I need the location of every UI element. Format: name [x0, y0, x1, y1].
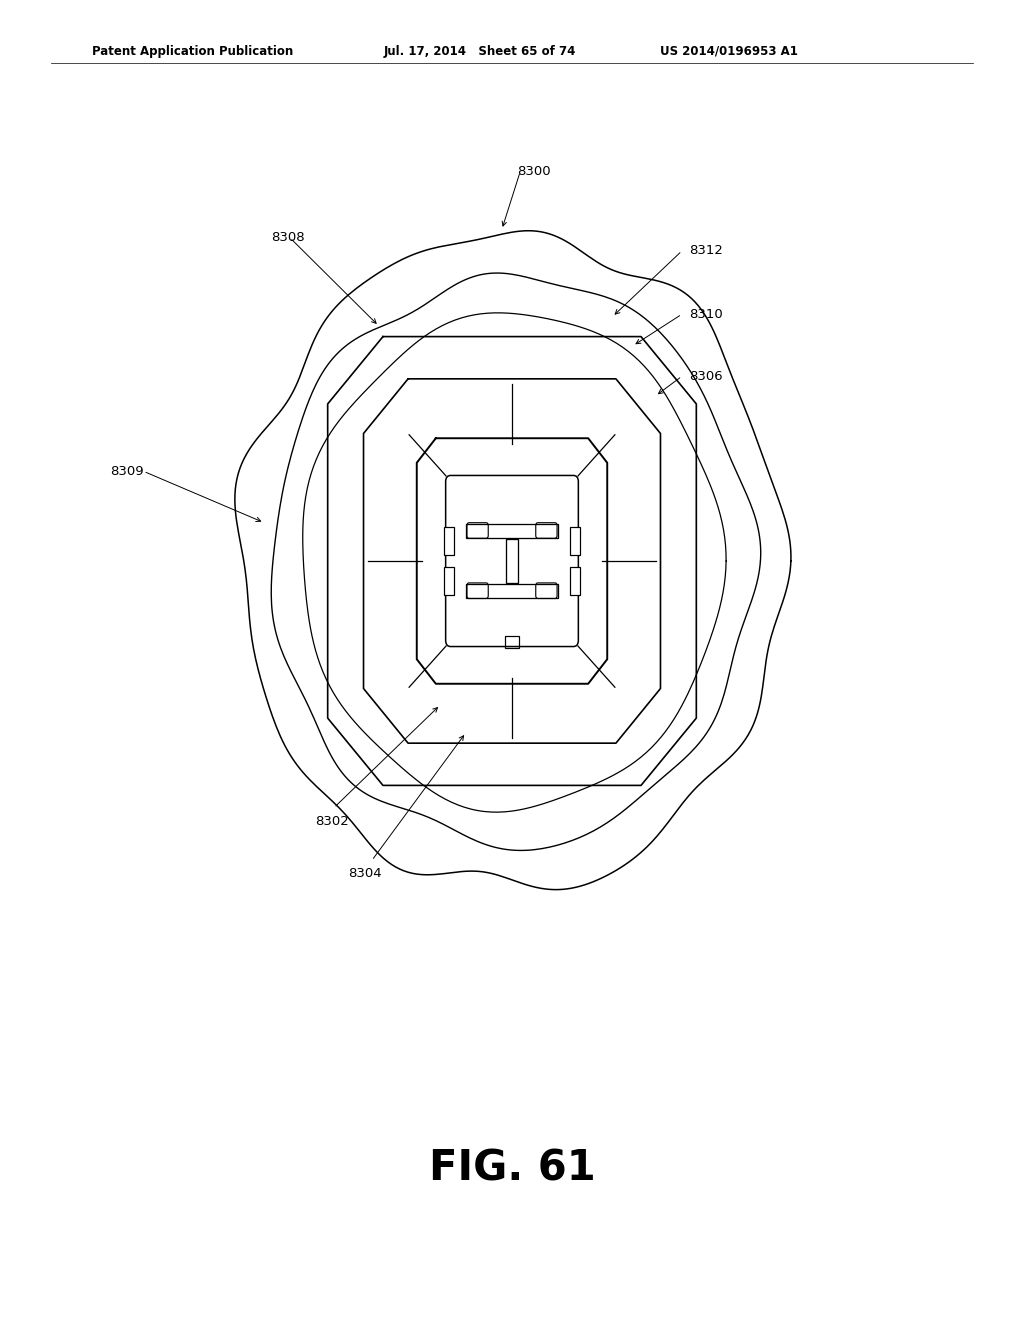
Text: 8302: 8302 — [315, 814, 349, 828]
Text: 8312: 8312 — [689, 244, 723, 257]
Text: 8300: 8300 — [517, 165, 551, 178]
Text: 8304: 8304 — [348, 867, 382, 880]
Bar — [466, 524, 558, 539]
Text: 8309: 8309 — [111, 465, 144, 478]
Bar — [466, 583, 558, 598]
Text: 8306: 8306 — [689, 370, 723, 383]
Text: Jul. 17, 2014   Sheet 65 of 74: Jul. 17, 2014 Sheet 65 of 74 — [384, 45, 577, 58]
Bar — [570, 527, 580, 554]
Text: 8310: 8310 — [689, 308, 723, 321]
Bar — [507, 539, 517, 583]
Bar — [505, 636, 519, 648]
Bar — [444, 527, 454, 554]
Text: Patent Application Publication: Patent Application Publication — [92, 45, 294, 58]
Bar — [570, 568, 580, 594]
Text: US 2014/0196953 A1: US 2014/0196953 A1 — [660, 45, 799, 58]
Bar — [444, 568, 454, 594]
Text: FIG. 61: FIG. 61 — [429, 1147, 595, 1189]
Text: 8308: 8308 — [271, 231, 305, 244]
